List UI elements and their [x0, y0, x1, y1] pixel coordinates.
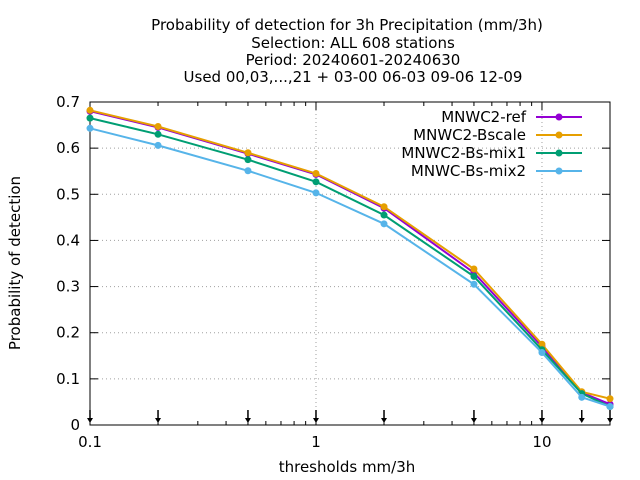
y-tick-label: 0.2 [56, 324, 80, 342]
chart-title: Probability of detection for 3h Precipit… [151, 16, 543, 86]
threshold-arrow-head [312, 418, 319, 423]
series-point-3 [86, 124, 94, 132]
legend-label-3: MNWC-Bs-mix2 [411, 162, 526, 180]
legend-label-0: MNWC2-ref [441, 108, 526, 126]
x-tick-label: 1 [311, 433, 321, 451]
y-tick-label: 0 [70, 416, 80, 434]
series-point-2 [86, 114, 94, 122]
series-line-3 [89, 127, 611, 408]
y-tick-label: 0.4 [56, 231, 80, 249]
series-point-3 [154, 141, 162, 149]
legend-marker-3 [555, 167, 563, 175]
threshold-arrow-head [155, 418, 162, 423]
title-line-3: Period: 20240601-20240630 [246, 51, 461, 69]
series-point-2 [154, 130, 162, 138]
title-line-2: Selection: ALL 608 stations [251, 34, 455, 52]
x-tick-label: 10 [532, 433, 551, 451]
y-axis-label: Probability of detection [6, 176, 24, 350]
threshold-arrow-head [87, 418, 93, 423]
y-tick-label: 0.6 [56, 139, 80, 157]
series-point-1 [86, 106, 94, 114]
series-point-1 [312, 170, 320, 178]
legend-marker-1 [555, 131, 563, 139]
series-line-1 [89, 109, 611, 400]
series-point-1 [470, 265, 478, 273]
y-tick-label: 0.5 [56, 185, 80, 203]
series-point-2 [470, 272, 478, 280]
threshold-arrow-head [578, 418, 585, 423]
series-point-3 [606, 403, 614, 411]
axes: 00.10.20.30.40.50.60.70.1 1 10 [56, 93, 611, 451]
series-point-3 [470, 280, 478, 288]
grid [90, 102, 610, 425]
series-line-2 [89, 117, 611, 408]
series-point-2 [312, 178, 320, 186]
series-point-1 [244, 149, 252, 157]
series-point-1 [154, 122, 162, 130]
threshold-arrow-head [470, 418, 477, 423]
series-point-1 [606, 395, 614, 403]
threshold-arrow-head [538, 418, 545, 423]
legend-marker-2 [555, 149, 563, 157]
x-tick-label: 0.1 [78, 433, 102, 451]
plot-border [89, 101, 611, 426]
series-point-1 [380, 203, 388, 211]
series-point-3 [578, 393, 586, 401]
title-line-1: Probability of detection for 3h Precipit… [151, 16, 543, 34]
series-point-3 [244, 167, 252, 175]
series-point-2 [244, 156, 252, 164]
threshold-arrow-head [381, 418, 388, 423]
y-tick-label: 0.3 [56, 278, 80, 296]
series-point-3 [312, 189, 320, 197]
title-line-4: Used 00,03,...,21 + 03-00 06-03 09-06 12… [184, 68, 523, 86]
series-point-3 [380, 220, 388, 228]
x-axis-label: thresholds mm/3h [279, 458, 416, 476]
legend-label-1: MNWC2-Bscale [413, 126, 526, 144]
threshold-arrow-head [244, 418, 251, 423]
legend-marker-0 [555, 113, 563, 121]
legend-label-2: MNWC2-Bs-mix1 [401, 144, 526, 162]
series-point-3 [538, 349, 546, 357]
series-point-2 [380, 211, 388, 219]
threshold-arrow-head [607, 418, 613, 423]
series-line-0 [89, 110, 611, 406]
y-tick-label: 0.1 [56, 370, 80, 388]
y-tick-label: 0.7 [56, 93, 80, 111]
series-point-1 [538, 340, 546, 348]
threshold-arrows [87, 410, 613, 423]
series [86, 106, 614, 411]
legend: MNWC2-refMNWC2-BscaleMNWC2-Bs-mix1MNWC-B… [401, 108, 582, 180]
